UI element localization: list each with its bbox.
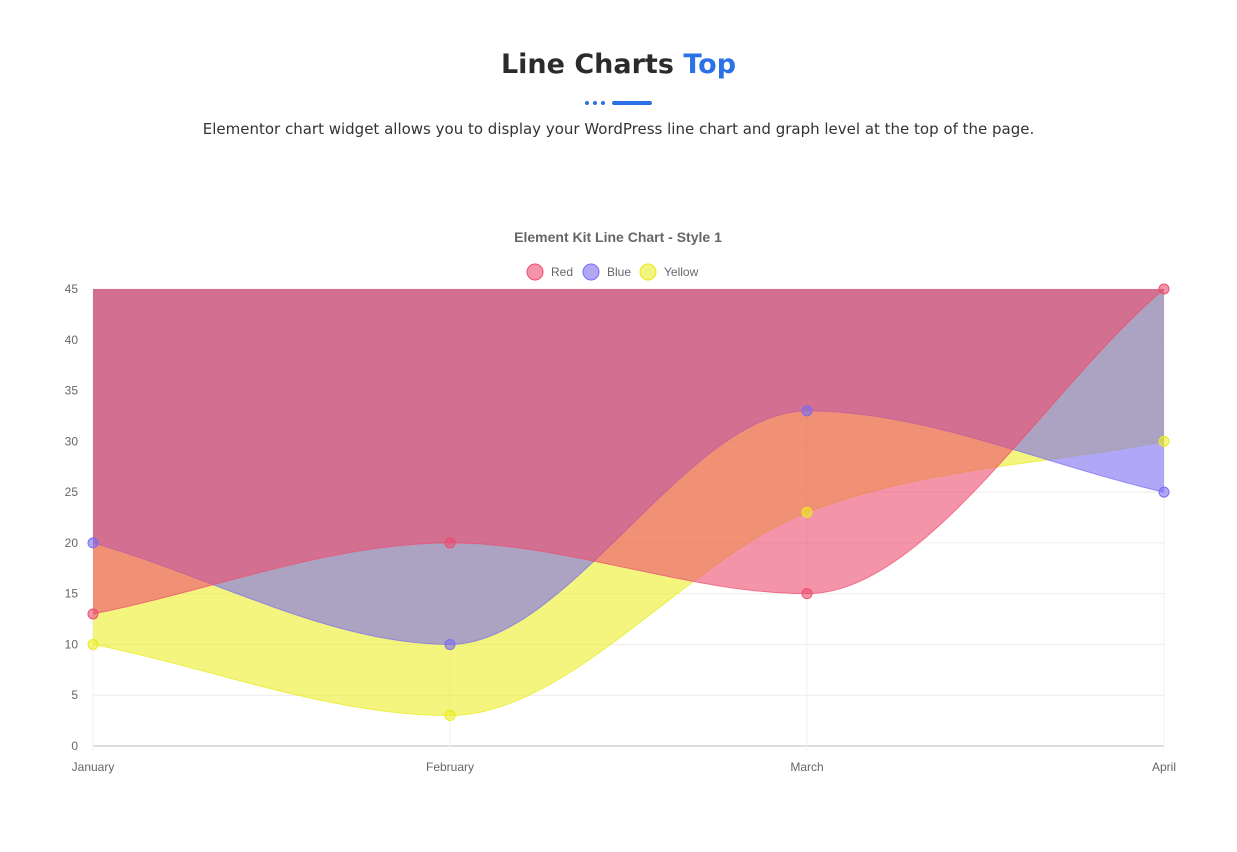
y-tick-label: 20 bbox=[65, 536, 79, 550]
y-tick-label: 45 bbox=[65, 282, 79, 296]
point-blue bbox=[1158, 486, 1170, 498]
point-yellow bbox=[1158, 435, 1170, 447]
divider-dot bbox=[593, 101, 597, 105]
y-tick-label: 10 bbox=[65, 637, 79, 651]
divider-dot bbox=[601, 101, 605, 105]
page-heading: Line Charts Top bbox=[0, 46, 1237, 84]
area-red bbox=[93, 289, 1164, 614]
y-tick-label: 25 bbox=[65, 485, 79, 499]
point-yellow bbox=[87, 638, 99, 650]
y-tick-label: 0 bbox=[71, 739, 78, 753]
y-tick-label: 40 bbox=[65, 333, 79, 347]
chart-title: Element Kit Line Chart - Style 1 bbox=[514, 229, 722, 245]
y-tick-label: 15 bbox=[65, 587, 79, 601]
legend-label-red: Red bbox=[551, 265, 573, 279]
heading-accent: Top bbox=[683, 49, 737, 80]
x-tick-label: March bbox=[790, 760, 823, 774]
point-blue bbox=[444, 638, 456, 650]
heading-divider bbox=[585, 101, 655, 105]
y-tick-label: 30 bbox=[65, 434, 79, 448]
legend-marker-red bbox=[526, 263, 544, 281]
line-red bbox=[92, 288, 1165, 615]
page-description: Elementor chart widget allows you to dis… bbox=[202, 120, 1035, 138]
x-tick-label: April bbox=[1152, 760, 1176, 774]
divider-bar bbox=[612, 101, 652, 105]
point-red bbox=[801, 588, 813, 600]
legend-marker-yellow bbox=[639, 263, 657, 281]
x-tick-label: January bbox=[72, 760, 115, 774]
point-yellow bbox=[801, 506, 813, 518]
y-tick-label: 5 bbox=[71, 688, 78, 702]
legend-label-blue: Blue bbox=[607, 265, 631, 279]
divider-dot bbox=[585, 101, 589, 105]
point-yellow bbox=[444, 710, 456, 722]
point-red bbox=[87, 608, 99, 620]
x-tick-label: February bbox=[426, 760, 474, 774]
legend-marker-blue bbox=[582, 263, 600, 281]
point-red bbox=[444, 537, 456, 549]
legend-label-yellow: Yellow bbox=[664, 265, 699, 279]
point-red bbox=[1158, 283, 1170, 295]
heading-main: Line Charts bbox=[500, 49, 674, 80]
y-tick-label: 35 bbox=[65, 384, 79, 398]
point-blue bbox=[801, 405, 813, 417]
point-blue bbox=[87, 537, 99, 549]
